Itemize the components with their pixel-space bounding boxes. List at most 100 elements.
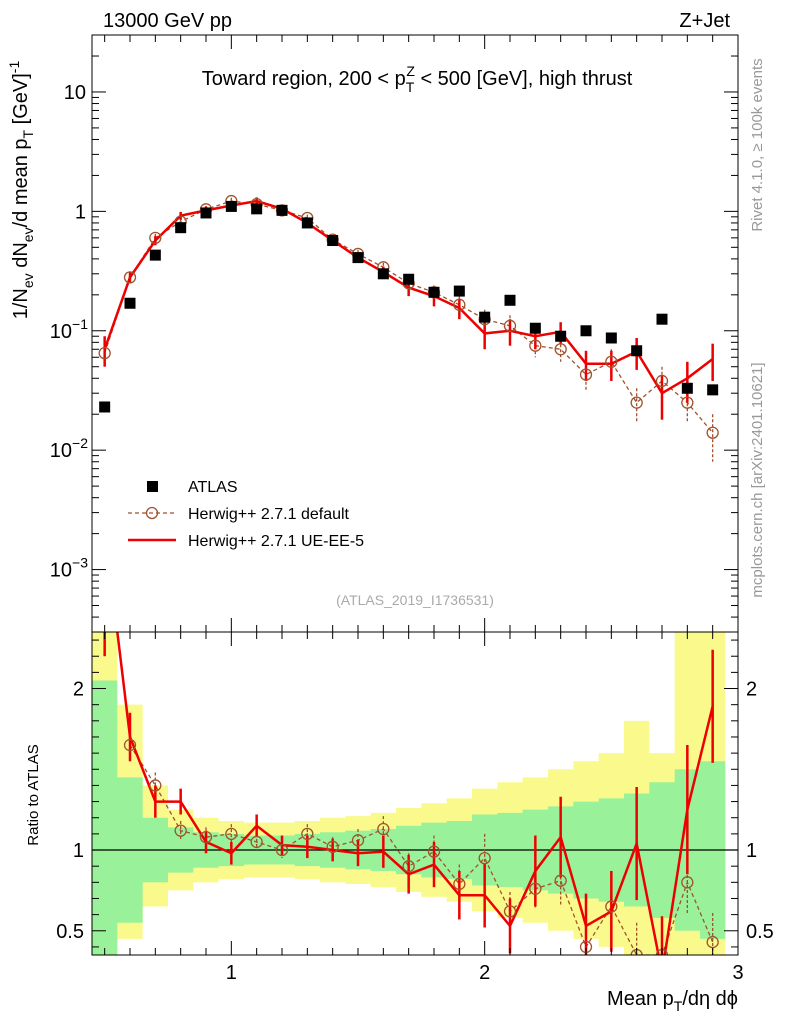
ratio-default-point xyxy=(605,900,618,913)
ratio-curves xyxy=(103,632,719,955)
title-sub: T xyxy=(406,79,415,95)
atlas-point xyxy=(327,235,339,247)
ratio-ytick-label-right: 2 xyxy=(746,679,757,701)
ratio-default-point xyxy=(149,779,162,792)
atlas-point xyxy=(124,297,136,309)
legend-atlas-marker xyxy=(147,481,158,492)
atlas-point xyxy=(301,217,313,229)
legend: ATLAS Herwig++ 2.7.1 default Herwig++ 2.… xyxy=(128,479,364,550)
atlas-point xyxy=(276,204,288,216)
atlas-point xyxy=(403,273,415,285)
atlas-point xyxy=(656,313,668,325)
atlas-point xyxy=(681,382,693,394)
legend-ueee5-label: Herwig++ 2.7.1 UE-EE-5 xyxy=(188,533,364,550)
default-point xyxy=(98,346,111,360)
atlas-point xyxy=(99,401,111,413)
atlas-point xyxy=(580,325,592,337)
ratio-default-point xyxy=(199,830,213,844)
title-post: < 500 [GeV], high thrust xyxy=(415,68,633,90)
plot-title: Toward region, 200 < pTZ < 500 [GeV], hi… xyxy=(202,63,633,95)
main-ytick-label: 10−1 xyxy=(50,316,88,343)
atlas-point xyxy=(428,286,440,298)
atlas-point xyxy=(529,322,541,334)
ratio-frame xyxy=(91,631,739,956)
ratio-default-point xyxy=(351,834,365,847)
main-ylabel: 1/Nev dNev/d mean pT [GeV]-1 xyxy=(6,61,36,320)
default-point xyxy=(149,231,162,245)
default-point xyxy=(706,426,719,439)
ratio-default-point xyxy=(377,822,390,836)
ratio-default-point xyxy=(554,874,567,887)
default-point xyxy=(655,374,669,388)
ratio-inner-band xyxy=(92,680,726,955)
atlas-point xyxy=(631,345,643,357)
ratio-ytick-label: 1 xyxy=(73,840,84,862)
atlas-point xyxy=(352,252,364,264)
main-ytick-exp: −1 xyxy=(72,316,88,332)
atlas-point xyxy=(377,268,389,280)
ratio-default-point xyxy=(427,845,441,858)
ratio-ytick-label: 0.5 xyxy=(56,921,84,943)
atlas-point xyxy=(251,203,263,215)
ratio-default-point xyxy=(478,851,491,865)
atlas-point xyxy=(605,332,617,344)
default-point xyxy=(605,355,618,368)
main-ytick-base: 10 xyxy=(50,560,72,582)
main-ytick-label: 10−2 xyxy=(50,435,88,462)
ratio-default-point xyxy=(250,835,263,849)
atlas-point xyxy=(149,249,161,261)
main-ytick-label: 10 xyxy=(64,82,86,104)
atlas-point xyxy=(555,330,567,342)
ratio-default-point xyxy=(503,905,517,918)
rivet-label: Rivet 4.1.0, ≥ 100k events xyxy=(749,58,766,231)
legend-atlas-label: ATLAS xyxy=(188,479,238,496)
atlas-point xyxy=(175,222,187,234)
atlas-point xyxy=(479,311,491,323)
ratio-plot-area xyxy=(92,632,738,955)
ratio-xtick-label: 2 xyxy=(479,962,490,984)
ratio-default-line xyxy=(129,744,714,955)
main-ytick-base: 10 xyxy=(50,440,72,462)
ueee5-series-line xyxy=(103,199,714,395)
legend-default-marker xyxy=(145,506,159,520)
atlas-point xyxy=(707,384,719,396)
main-ytick-label: 10−3 xyxy=(50,555,88,582)
ratio-default-point xyxy=(326,840,339,853)
header-right: Z+Jet xyxy=(679,10,730,32)
ratio-xlabel: Mean pT/dη dϕ xyxy=(607,988,738,1014)
legend-default-label: Herwig++ 2.7.1 default xyxy=(188,506,350,523)
ratio-axes: 0.5 0.5 1 1 2 2 1 2 3 xyxy=(56,632,774,984)
default-point xyxy=(630,396,643,409)
analysis-annotation: (ATLAS_2019_I1736531) xyxy=(336,592,494,608)
default-point xyxy=(503,319,517,332)
title-pre: Toward region, 200 < p xyxy=(202,68,406,90)
ratio-default-point xyxy=(706,935,719,949)
header-left: 13000 GeV pp xyxy=(103,10,232,32)
ratio-default-point xyxy=(402,860,415,873)
default-point xyxy=(453,298,466,311)
ratio-ytick-label: 2 xyxy=(73,679,84,701)
ratio-xtick-label: 3 xyxy=(732,962,743,984)
ratio-default-point xyxy=(225,827,238,841)
ratio-ylabel: Ratio to ATLAS xyxy=(25,744,42,845)
default-point xyxy=(529,339,542,352)
default-point xyxy=(554,343,567,356)
title-sup: Z xyxy=(406,63,415,79)
default-point xyxy=(123,271,137,284)
ratio-default-point xyxy=(453,877,466,891)
ratio-default-point xyxy=(275,843,289,857)
ratio-ytick-label-right: 1 xyxy=(746,840,757,862)
main-ytick-exp: −2 xyxy=(72,435,88,451)
ratio-xtick-label: 1 xyxy=(226,962,237,984)
main-ytick-base: 10 xyxy=(50,321,72,343)
atlas-point xyxy=(453,285,465,297)
main-ytick-exp: −3 xyxy=(72,555,88,571)
main-ytick-label: 1 xyxy=(75,201,86,223)
default-series-line xyxy=(104,200,714,434)
ratio-default-point xyxy=(529,882,542,895)
atlas-point xyxy=(504,294,516,306)
atlas-point xyxy=(225,200,237,212)
